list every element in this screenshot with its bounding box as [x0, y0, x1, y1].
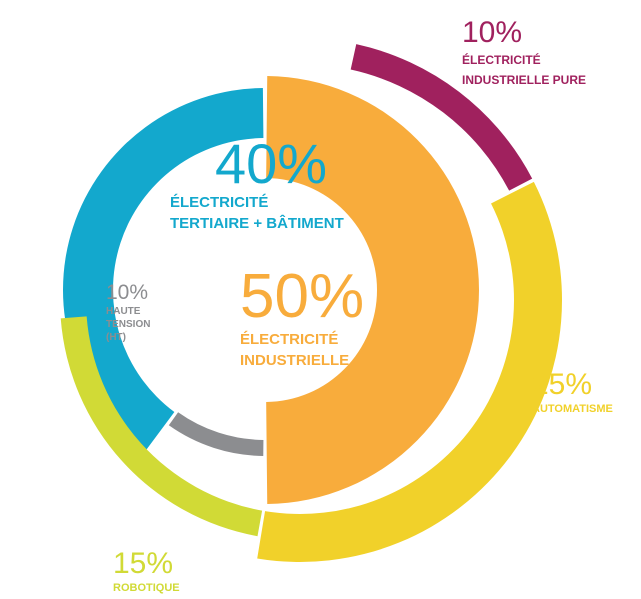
slice-haute-tension	[168, 412, 264, 456]
label-industrielle-pure-line1: ÉLECTRICITÉ	[462, 52, 541, 67]
label-haute-tension-line1: HAUTE	[106, 306, 141, 317]
label-industrielle-pure-line2: INDUSTRIELLE PURE	[462, 73, 586, 87]
label-tertiaire: 40% ÉLECTRICITÉ TERTIAIRE + BÂTIMENT	[170, 132, 344, 232]
label-robotique-line1: ROBOTIQUE	[113, 582, 180, 594]
label-automatisme-line1: AUTOMATISME	[532, 403, 613, 415]
label-industrielle-line2: INDUSTRIELLE	[240, 352, 349, 369]
label-automatisme: 25% AUTOMATISME	[532, 368, 613, 415]
label-tertiaire-percent: 40%	[215, 132, 327, 195]
label-industrielle: 50% ÉLECTRICITÉ INDUSTRIELLE	[240, 262, 364, 369]
slice-tertiaire	[62, 88, 264, 453]
slice-industrielle	[266, 76, 479, 504]
slice-industrielle-pure	[350, 44, 533, 191]
slice-robotique	[60, 316, 263, 537]
label-industrielle-pure: 10% ÉLECTRICITÉ INDUSTRIELLE PURE	[462, 16, 586, 87]
label-tertiaire-line2: TERTIAIRE + BÂTIMENT	[170, 214, 344, 232]
label-robotique-percent: 15%	[113, 547, 173, 580]
label-haute-tension-percent: 10%	[106, 281, 148, 304]
label-industrielle-line1: ÉLECTRICITÉ	[240, 331, 338, 348]
label-haute-tension-line3: (HT)	[106, 332, 126, 343]
label-haute-tension-line2: TENSION	[106, 319, 150, 330]
label-industrielle-percent: 50%	[240, 262, 364, 331]
label-industrielle-pure-percent: 10%	[462, 16, 522, 49]
label-tertiaire-line1: ÉLECTRICITÉ	[170, 194, 268, 211]
label-robotique: 15% ROBOTIQUE	[113, 547, 180, 594]
label-haute-tension: 10% HAUTE TENSION (HT)	[106, 281, 150, 343]
slice-automatisme	[257, 181, 562, 562]
label-automatisme-percent: 25%	[532, 368, 592, 401]
